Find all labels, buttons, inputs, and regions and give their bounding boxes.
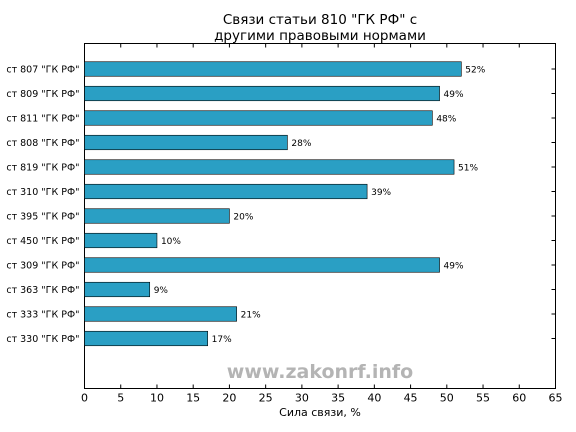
y-tick-label: ст 819 "ГК РФ" — [6, 163, 79, 174]
y-tick-label: ст 309 "ГК РФ" — [6, 261, 79, 272]
x-tick-label: 25 — [259, 392, 273, 405]
x-tick-label: 0 — [81, 392, 88, 405]
x-tick-label: 35 — [331, 392, 345, 405]
bar — [84, 281, 151, 298]
y-tick-label: ст 807 "ГК РФ" — [6, 65, 79, 76]
bar-value-label: 39% — [371, 188, 391, 198]
x-axis-label: Сила связи, % — [279, 406, 361, 419]
y-tick-label: ст 330 "ГК РФ" — [6, 334, 79, 345]
bar — [84, 330, 208, 347]
y-tick-label: ст 310 "ГК РФ" — [6, 187, 79, 198]
bar — [84, 183, 368, 200]
bar-value-label: 51% — [458, 164, 478, 174]
watermark-text: www.zakonrf.info — [227, 361, 413, 383]
bar-value-label: 49% — [444, 90, 464, 100]
y-tick-label: ст 395 "ГК РФ" — [6, 212, 79, 223]
x-tick-label: 60 — [512, 392, 526, 405]
labels-group: 0 5 10 15 20 25 30 35 40 45 50 55 60 65 ст 807 "ГК РФ"… — [6, 65, 562, 405]
x-tick-label: 10 — [150, 392, 164, 405]
chart-title-line-1: Связи статьи 810 "ГК РФ" с — [223, 12, 417, 28]
x-tick-label: 40 — [367, 392, 381, 405]
bar — [84, 159, 455, 175]
x-tick-label: 55 — [476, 392, 490, 405]
chart-title-line-2: другими правовыми нормами — [214, 28, 426, 44]
x-tick-label: 65 — [549, 392, 563, 405]
bar — [84, 232, 158, 249]
bar-value-label: 9% — [154, 286, 169, 296]
x-tick-label: 45 — [404, 392, 418, 405]
bar-value-label: 49% — [444, 262, 464, 272]
y-tick-label: ст 808 "ГК РФ" — [6, 138, 79, 149]
bar-value-label: 17% — [212, 335, 232, 345]
x-tick-label: 15 — [186, 392, 200, 405]
bar — [84, 85, 440, 102]
y-tick-label: ст 809 "ГК РФ" — [6, 89, 79, 100]
bar — [84, 110, 433, 126]
bar — [84, 257, 440, 273]
y-tick-label: ст 450 "ГК РФ" — [6, 236, 79, 247]
x-tick-label: 20 — [222, 392, 236, 405]
x-tick-label: 50 — [440, 392, 454, 405]
bar — [84, 306, 237, 322]
bar-value-label: 28% — [291, 139, 311, 149]
bar-value-label: 20% — [233, 213, 253, 223]
y-tick-label: ст 363 "ГК РФ" — [6, 285, 79, 296]
x-tick-label: 5 — [117, 392, 124, 405]
bar — [84, 208, 230, 224]
x-tick-label: 30 — [295, 392, 309, 405]
bar-value-label: 48% — [436, 115, 456, 125]
bar-value-label: 52% — [465, 66, 485, 76]
bar-value-label: 10% — [161, 237, 181, 247]
bars-group — [84, 61, 462, 347]
y-tick-label: ст 333 "ГК РФ" — [6, 310, 79, 321]
y-tick-label: ст 811 "ГК РФ" — [6, 114, 79, 125]
bar — [84, 134, 288, 151]
bar — [84, 61, 462, 77]
bar-value-label: 21% — [241, 311, 261, 321]
